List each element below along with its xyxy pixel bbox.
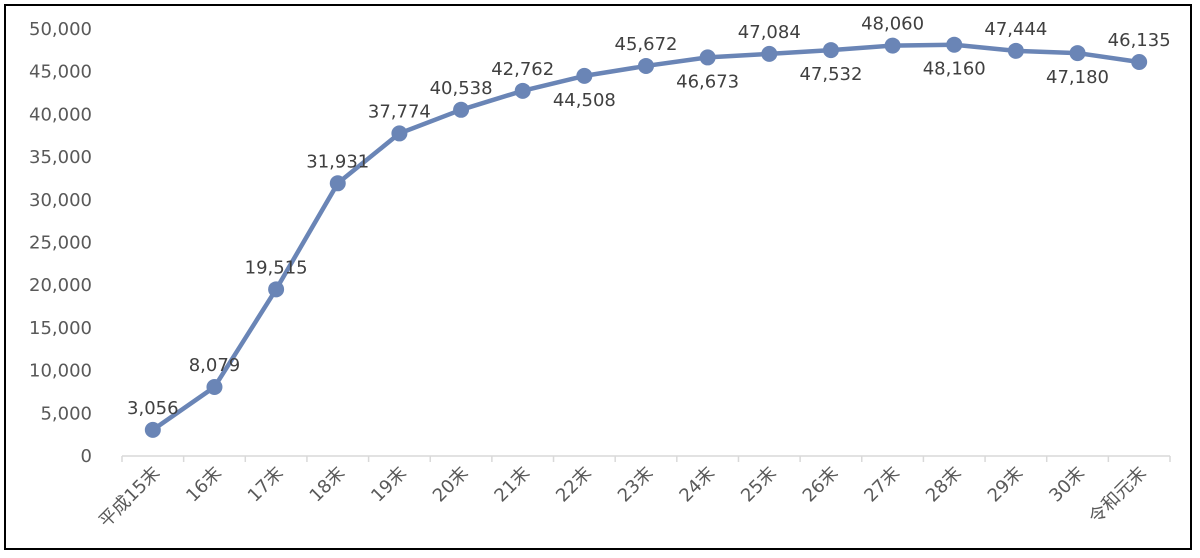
y-axis-ticks: 0 5,000 10,000 15,000 20,000 25,000 30,000 35,0… (29, 19, 92, 467)
data-label: 48,160 (923, 59, 986, 80)
data-point (699, 49, 716, 66)
data-point (1131, 54, 1148, 71)
data-point (514, 82, 531, 99)
x-tick-label: 18末 (306, 463, 350, 507)
y-tick-label: 15,000 (29, 318, 92, 339)
x-tick-label: 19末 (367, 463, 411, 507)
data-point (638, 57, 654, 74)
data-point (453, 101, 470, 118)
data-label: 46,673 (676, 71, 739, 92)
data-label: 8,079 (189, 355, 241, 376)
data-label: 47,532 (799, 64, 862, 85)
y-tick-label: 5,000 (40, 403, 92, 424)
x-tick-label: 27末 (860, 463, 904, 507)
data-label: 37,774 (368, 101, 431, 122)
data-point (946, 36, 963, 53)
y-tick-label: 50,000 (29, 19, 92, 40)
y-tick-label: 35,000 (29, 147, 92, 168)
x-tick-label: 24末 (675, 463, 719, 507)
data-label: 42,762 (491, 59, 554, 80)
data-point (822, 42, 839, 59)
x-tick-label: 17末 (244, 463, 288, 507)
x-tick-label: 25末 (737, 463, 781, 507)
y-tick-label: 30,000 (29, 190, 92, 211)
x-tick-label: 23末 (614, 463, 658, 507)
x-tick-label: 20末 (429, 463, 473, 507)
series-line (151, 42, 1140, 432)
data-point (329, 175, 346, 192)
x-tick-label: 平成15末 (95, 463, 164, 532)
data-point (1007, 42, 1024, 59)
x-tick-label: 21末 (490, 463, 534, 507)
x-tick-label: 29末 (984, 463, 1028, 507)
x-tick-label: 22末 (552, 463, 596, 507)
data-label: 3,056 (127, 398, 179, 419)
y-tick-label: 40,000 (29, 104, 92, 125)
data-point (884, 37, 901, 54)
x-tick-label: 令和元末 (1085, 463, 1151, 529)
y-tick-label: 20,000 (29, 275, 92, 296)
data-label: 48,060 (861, 14, 924, 35)
data-label: 47,180 (1046, 67, 1109, 88)
data-label: 46,135 (1108, 30, 1171, 51)
x-axis-ticks: 平成15末 16末 17末 18末 19末 20末 21末 22末 23末 24末 25末 26末 27… (95, 456, 1171, 532)
y-tick-label: 45,000 (29, 62, 92, 83)
data-label: 31,931 (306, 151, 369, 172)
data-point (206, 379, 223, 396)
data-point (576, 67, 593, 84)
data-point (1069, 45, 1086, 62)
x-tick-label: 28末 (922, 463, 966, 507)
y-tick-label: 25,000 (29, 233, 92, 254)
chart-frame (4, 4, 1192, 550)
data-label: 45,672 (615, 34, 678, 55)
y-tick-label: 0 (81, 446, 92, 467)
data-point (144, 421, 161, 438)
x-tick-label: 16末 (182, 463, 226, 507)
data-label: 19,515 (245, 257, 308, 278)
data-label: 47,084 (738, 22, 801, 43)
x-tick-label: 30末 (1045, 463, 1089, 507)
data-label: 40,538 (430, 78, 493, 99)
data-label: 47,444 (984, 19, 1047, 40)
data-point (761, 45, 778, 62)
y-tick-label: 10,000 (29, 361, 92, 382)
data-point (268, 281, 285, 298)
data-point (391, 125, 408, 142)
x-tick-label: 26末 (799, 463, 843, 507)
data-markers (144, 36, 1148, 438)
data-labels: 3,056 8,079 19,515 31,931 37,77440,53842,762… (127, 14, 1171, 419)
data-label: 44,508 (553, 90, 616, 111)
